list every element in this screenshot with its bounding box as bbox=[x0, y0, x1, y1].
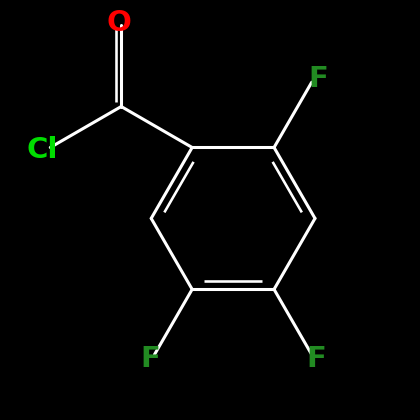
Text: Cl: Cl bbox=[27, 136, 58, 163]
Text: F: F bbox=[308, 65, 328, 93]
Text: F: F bbox=[306, 345, 326, 373]
Text: O: O bbox=[107, 9, 131, 37]
Text: F: F bbox=[140, 345, 160, 373]
